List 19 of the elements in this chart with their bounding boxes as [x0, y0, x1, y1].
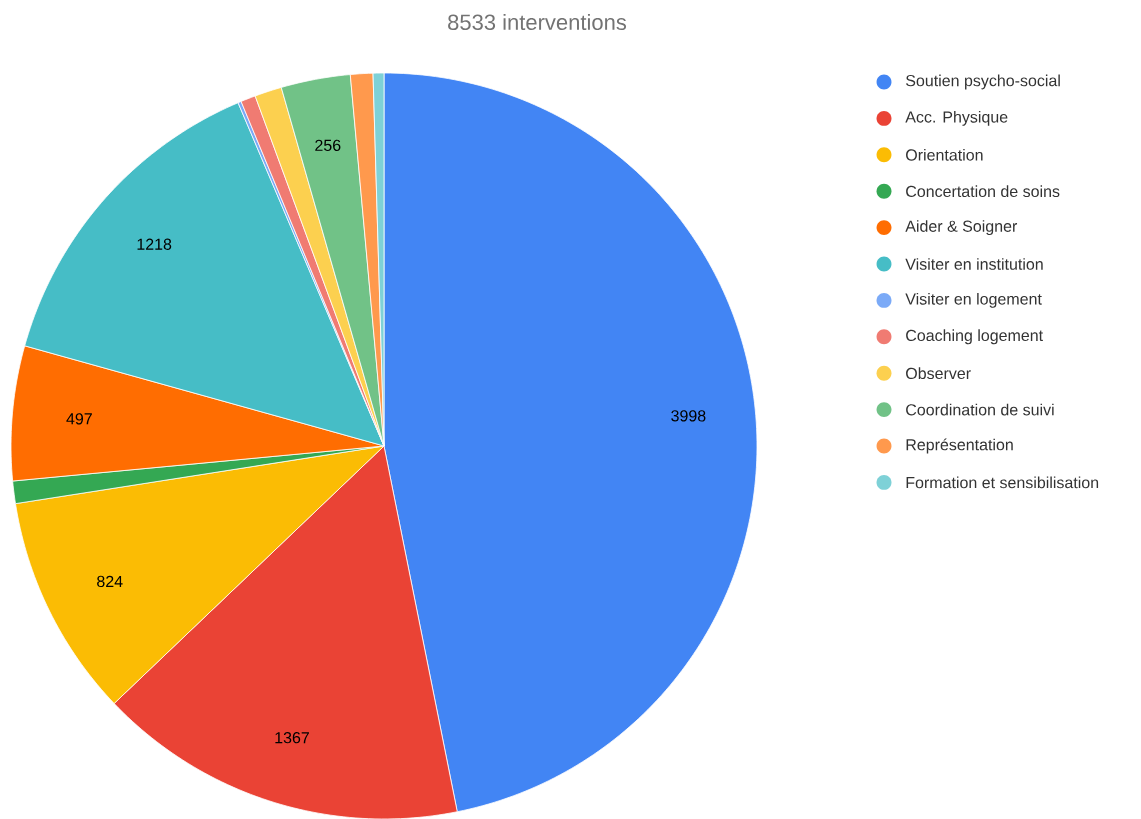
- legend-label: Orientation: [906, 148, 983, 161]
- legend-label: Aider & Soigner: [905, 219, 1018, 235]
- data-label: 256: [315, 139, 341, 151]
- data-label: 1367: [275, 731, 309, 744]
- data-label: 1218: [137, 238, 172, 250]
- legend-label: Observer: [906, 367, 971, 379]
- chart-title: 8533 interventions: [448, 13, 627, 30]
- legend-label: Visiter en logement: [905, 292, 1042, 308]
- data-label: 824: [97, 575, 123, 587]
- legend-label: Soutien psycho-social: [906, 74, 1060, 90]
- legend-label: Concertation de soins: [906, 185, 1060, 197]
- legend-label: Représentation: [906, 438, 1013, 454]
- legend-label: Formation et sensibilisation: [906, 476, 1099, 489]
- legend-label: Coaching logement: [906, 329, 1043, 345]
- data-label: 3998: [671, 409, 706, 422]
- legend-label: Coordination de suivi: [906, 403, 1054, 416]
- data-label: 497: [66, 413, 92, 425]
- legend-label: Visiter en institution: [905, 257, 1043, 270]
- legend-label: Acc. Physique: [905, 110, 1008, 126]
